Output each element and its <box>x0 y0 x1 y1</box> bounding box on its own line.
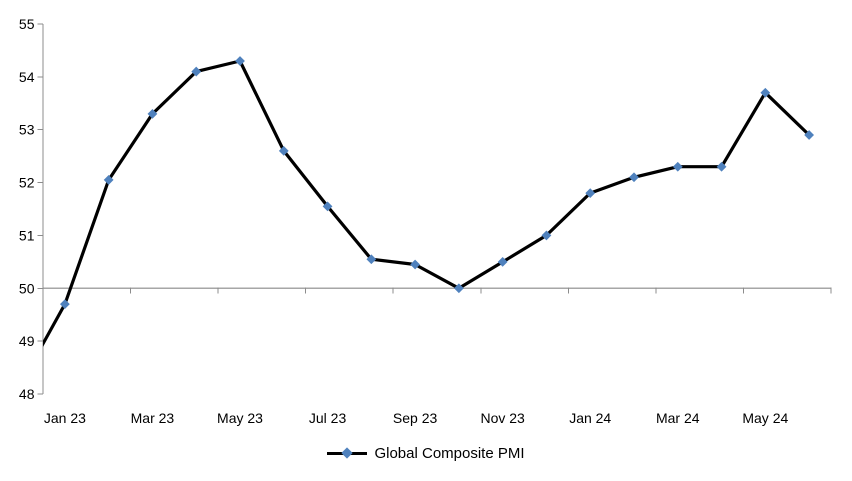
data-point-marker <box>585 188 596 199</box>
x-axis-tick-label: May 23 <box>217 410 263 426</box>
y-axis-tick-label: 55 <box>19 16 35 32</box>
series-line <box>43 59 811 348</box>
series-global-composite-pmi <box>43 56 815 348</box>
x-axis-tick-label: Jan 23 <box>44 410 86 426</box>
data-point-marker <box>322 201 333 212</box>
x-axis-tick-label: Jan 24 <box>569 410 611 426</box>
data-point-marker <box>541 230 552 241</box>
data-point-marker <box>497 256 508 267</box>
data-point-marker <box>103 175 114 185</box>
y-axis-tick-label: 51 <box>19 227 35 243</box>
y-axis-tick-label: 48 <box>19 386 35 402</box>
x-axis-tick-label: Mar 23 <box>131 410 175 426</box>
data-point-marker <box>629 172 639 183</box>
data-point-marker <box>453 283 464 294</box>
data-point-marker <box>147 108 158 119</box>
chart-legend: Global Composite PMI <box>0 443 852 463</box>
data-point-marker <box>716 161 727 172</box>
x-axis-tick-label: Mar 24 <box>656 410 700 426</box>
data-point-marker <box>672 161 683 172</box>
data-point-marker <box>235 56 245 66</box>
legend-line-marker-sample <box>327 447 368 459</box>
legend-label: Global Composite PMI <box>374 444 525 462</box>
y-axis-tick-label: 49 <box>19 333 35 349</box>
legend-diamond-marker-icon <box>341 447 354 459</box>
y-axis-tick-label: 54 <box>19 69 35 85</box>
y-axis-tick-label: 53 <box>19 122 35 138</box>
y-axis-tick-label: 50 <box>19 280 35 296</box>
data-point-marker <box>59 299 70 310</box>
data-point-marker <box>410 259 421 270</box>
data-point-marker <box>366 254 377 265</box>
data-point-marker <box>804 130 815 140</box>
y-axis-tick-label: 52 <box>19 175 35 191</box>
data-point-marker <box>191 66 202 77</box>
data-point-marker <box>760 87 771 98</box>
x-axis-tick-label: Nov 23 <box>480 410 525 426</box>
data-point-marker <box>278 145 289 156</box>
x-axis-tick-label: May 24 <box>742 410 788 426</box>
x-axis-tick-label: Sep 23 <box>393 410 438 426</box>
x-axis-tick-label: Jul 23 <box>309 410 347 426</box>
